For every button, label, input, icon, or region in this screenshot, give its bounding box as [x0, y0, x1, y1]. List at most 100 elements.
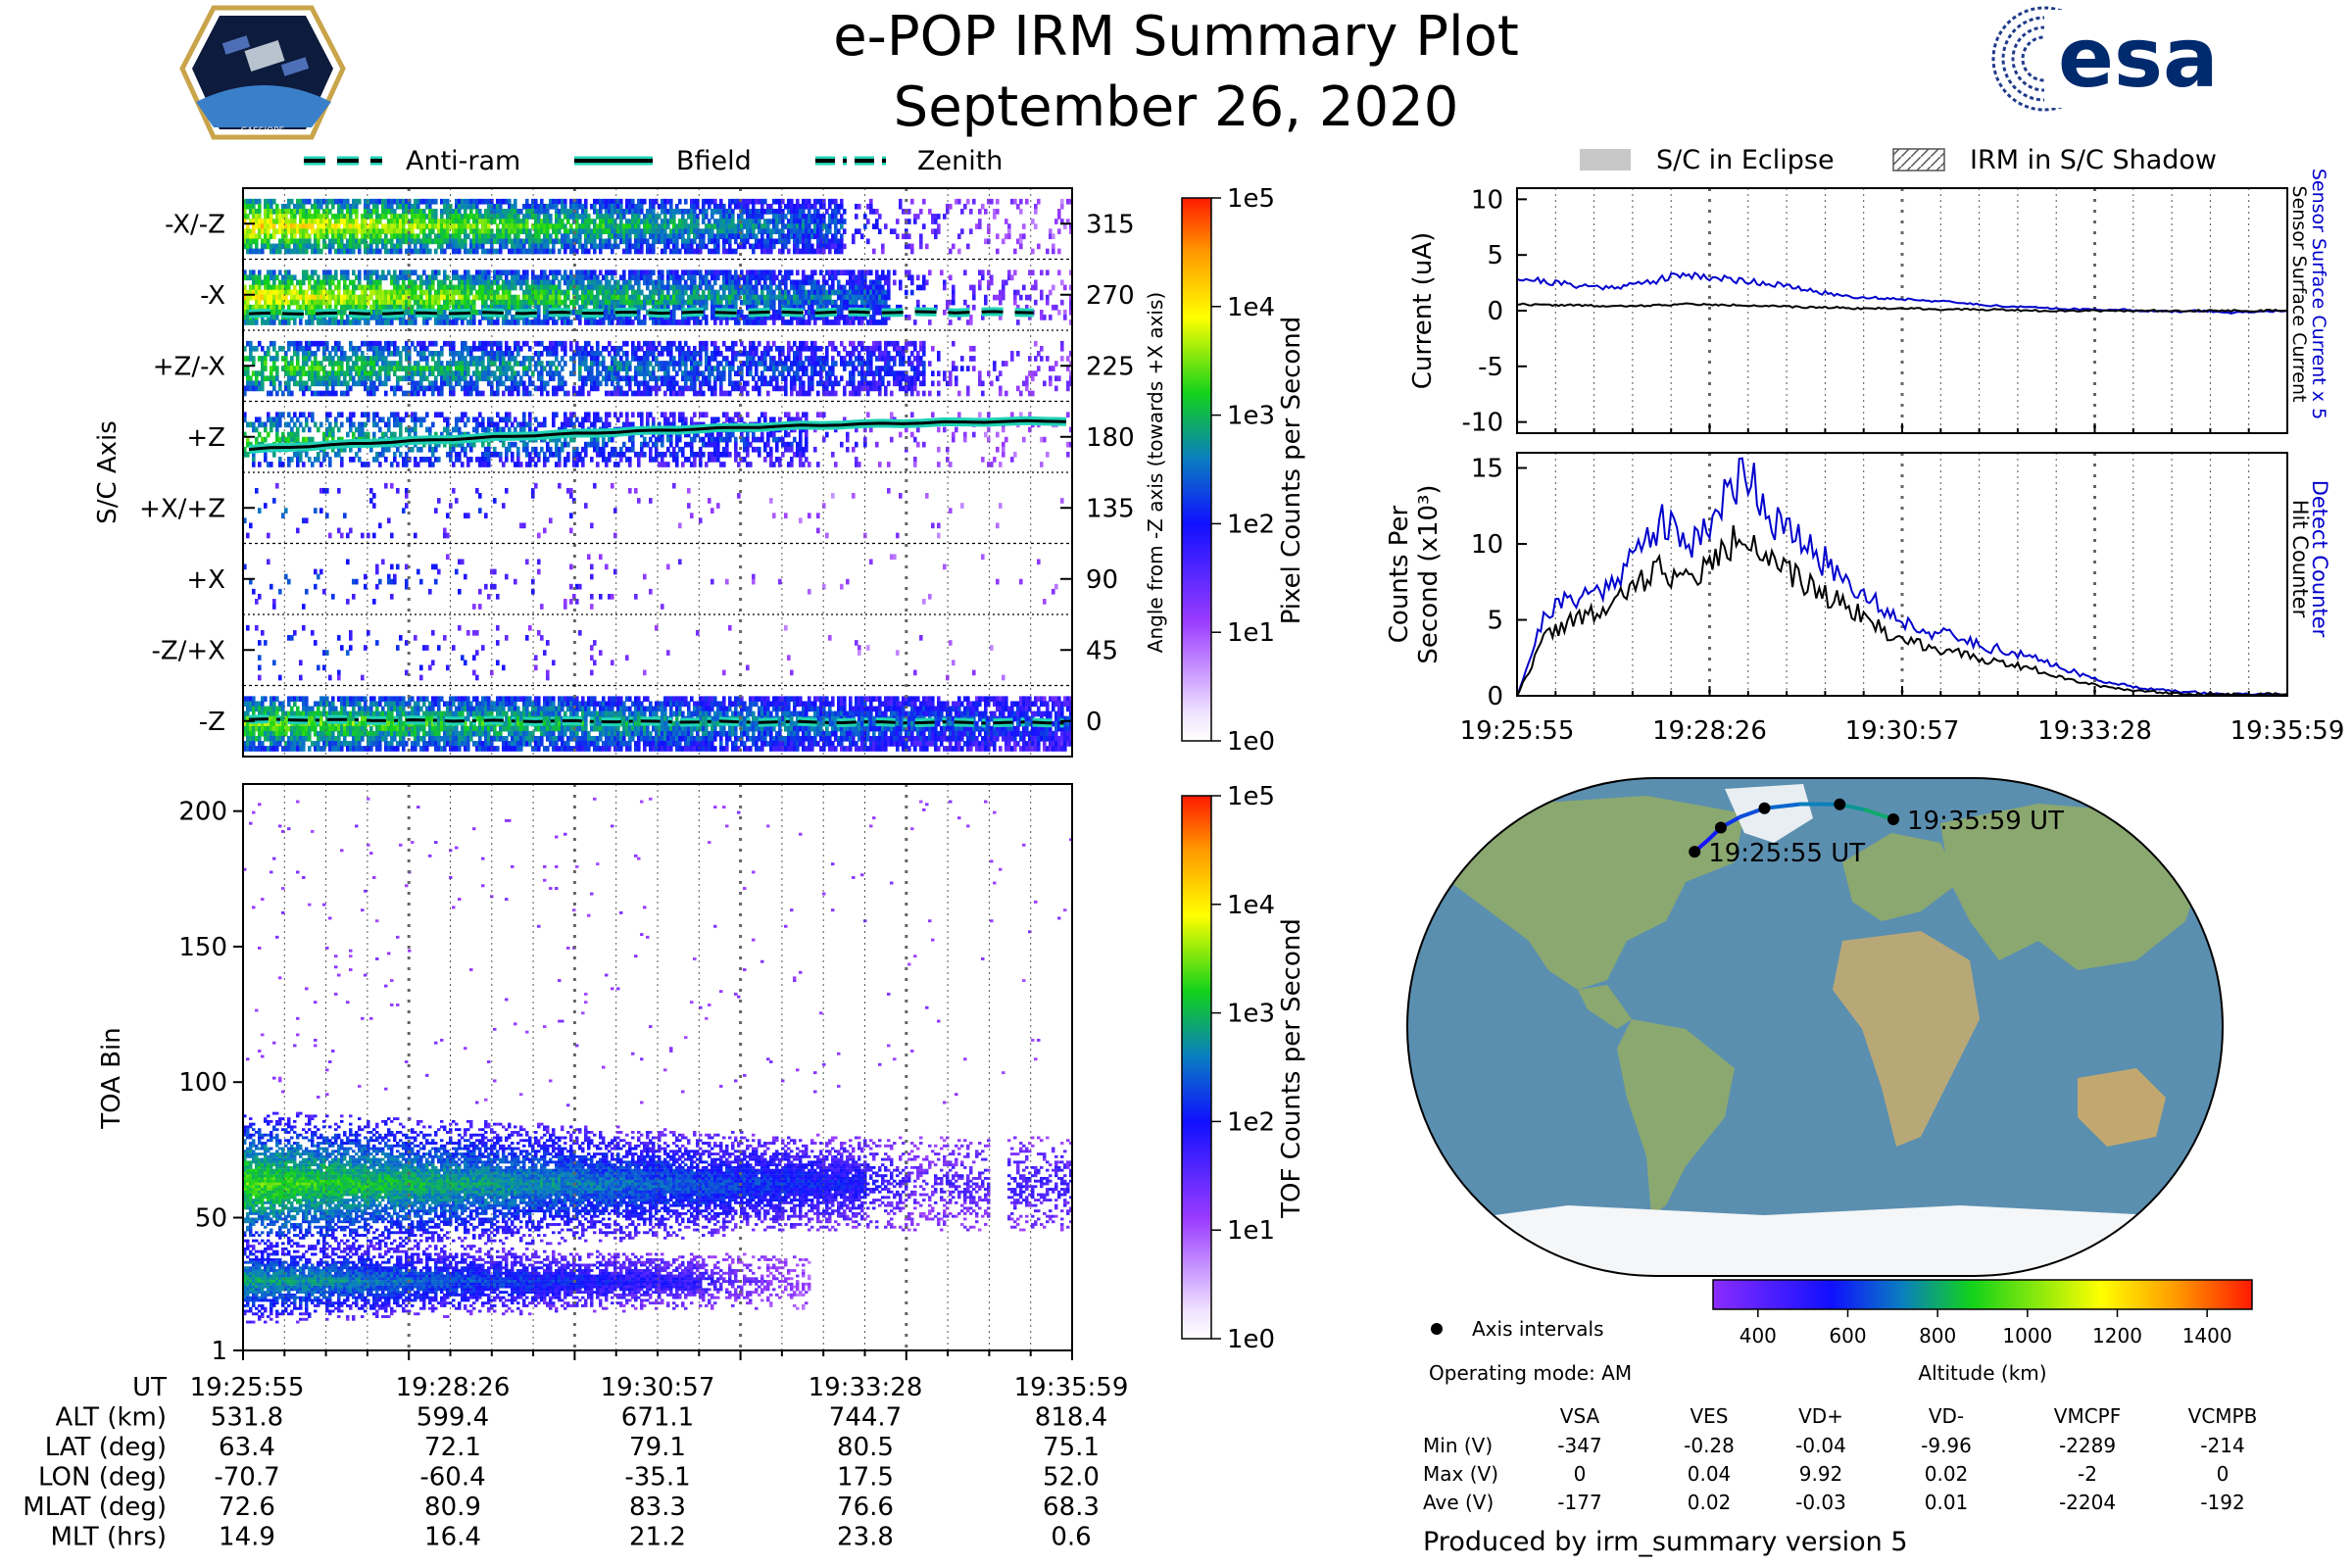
pixel-cell: [343, 248, 347, 255]
pixel-cell: [552, 390, 556, 397]
pixel-cell: [837, 238, 841, 245]
pixel-cell: [278, 279, 282, 286]
pixel-cell: [505, 289, 509, 296]
pixel-cell: [1013, 248, 1017, 255]
pixel-cell: [546, 284, 550, 291]
pixel-cell: [840, 243, 844, 250]
pixel-cell: [896, 219, 900, 224]
pixel-cell: [605, 219, 609, 224]
pixel-cell: [290, 233, 294, 240]
pixel-cell: [690, 248, 694, 255]
pixel-cell: [575, 279, 579, 286]
pixel-cell: [455, 289, 459, 296]
pixel-cell: [364, 366, 368, 371]
pixel-cell: [555, 356, 559, 362]
pixel-cell: [296, 361, 300, 367]
pixel-cell: [743, 223, 747, 229]
pixel-cell: [678, 198, 682, 205]
pixel-cell: [722, 203, 726, 210]
pixel-cell: [464, 375, 467, 382]
pixel-cell: [346, 243, 350, 250]
pixel-cell: [422, 233, 426, 240]
pixel-cell: [249, 289, 253, 296]
pixel-cell: [475, 248, 479, 255]
pixel-cell: [561, 219, 564, 224]
pixel-cell: [390, 294, 394, 301]
pixel-cell: [772, 198, 776, 205]
pixel-cell: [558, 284, 562, 291]
pixel-cell: [508, 294, 512, 301]
pixel-cell: [372, 238, 376, 245]
pixel-cell: [308, 315, 312, 320]
pixel-cell: [396, 248, 400, 255]
pixel-cell: [399, 243, 403, 250]
pixel-cell: [499, 270, 503, 276]
pixel-cell: [681, 209, 685, 215]
pixel-cell: [596, 380, 600, 387]
pixel-cell: [569, 340, 573, 347]
pixel-cell: [752, 209, 756, 215]
pixel-cell: [587, 279, 591, 286]
pixel-cell: [813, 209, 817, 215]
pixel-cell: [702, 274, 706, 281]
pixel-cell: [769, 243, 773, 250]
pixel-cell: [669, 294, 673, 301]
pixel-cell: [810, 304, 814, 311]
pixel-cell: [802, 228, 806, 234]
pixel-cell: [331, 243, 335, 250]
pixel-cell: [619, 203, 623, 210]
pixel-cell: [919, 233, 923, 240]
pixel-cell: [334, 380, 338, 387]
pixel-cell: [599, 299, 603, 306]
pixel-cell: [669, 274, 673, 281]
pixel-cell: [496, 289, 500, 296]
pixel-cell: [478, 375, 482, 382]
pixel-cell: [558, 238, 562, 245]
pixel-cell: [740, 214, 744, 220]
pixel-cell: [616, 209, 620, 215]
eclipse-legend-label: S/C in Eclipse: [1656, 145, 1835, 175]
pixel-cell: [514, 203, 517, 210]
pixel-cell: [575, 309, 579, 316]
pixel-cell: [943, 309, 947, 316]
pixel-cell: [575, 289, 579, 296]
pixel-cell: [478, 294, 482, 301]
pixel-cell: [534, 198, 538, 205]
pixel-cell: [337, 319, 341, 325]
pixel-cell: [713, 279, 717, 286]
pixel-cell: [375, 209, 379, 215]
pixel-cell: [461, 294, 465, 301]
pixel-cell: [852, 289, 856, 296]
pixel-cell: [287, 319, 291, 325]
pixel-cell: [278, 380, 282, 387]
pixel-cell: [522, 223, 526, 229]
pixel-cell: [272, 299, 276, 306]
pixel-cell: [399, 223, 403, 229]
pixel-cell: [808, 214, 811, 220]
pixel-cell: [469, 319, 473, 325]
pixel-cell: [455, 198, 459, 205]
pixel-cell: [558, 375, 562, 382]
pixel-cell: [860, 284, 864, 291]
pixel-cell: [1043, 315, 1047, 320]
pixel-cell: [810, 243, 814, 250]
pixel-cell: [752, 228, 756, 234]
pixel-cell: [296, 198, 300, 205]
pixel-cell: [684, 270, 688, 276]
pixel-cell: [272, 243, 276, 250]
pixel-cell: [699, 279, 703, 286]
pixel-cell: [314, 198, 318, 205]
pixel-cell: [281, 356, 285, 362]
pixel-cell: [493, 299, 497, 306]
pixel-cell: [311, 274, 315, 281]
pixel-cell: [596, 223, 600, 229]
pixel-cell: [396, 233, 400, 240]
pixel-cell: [734, 238, 738, 245]
pixel-cell: [825, 228, 829, 234]
pixel-cell: [702, 238, 706, 245]
pixel-cell: [419, 243, 423, 250]
pixel-cell: [516, 219, 520, 224]
pixel-cell: [996, 198, 1000, 205]
pixel-cell: [255, 248, 259, 255]
pixel-cell: [466, 319, 470, 325]
